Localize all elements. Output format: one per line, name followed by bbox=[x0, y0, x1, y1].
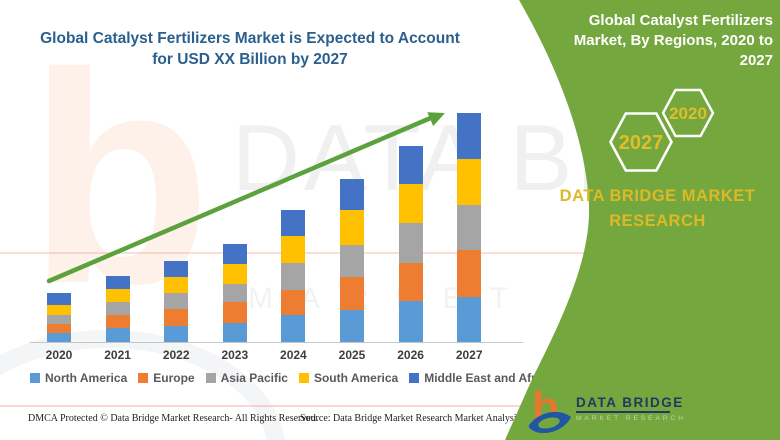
bar-segment-2023 bbox=[222, 284, 247, 302]
bar-segment-2022 bbox=[164, 326, 189, 342]
legend-swatch-icon bbox=[205, 373, 216, 383]
x-axis-label: 2024 bbox=[280, 348, 307, 362]
x-axis-label: 2023 bbox=[221, 348, 249, 362]
x-axis-label: 2026 bbox=[397, 348, 424, 362]
x-axis-label: 2020 bbox=[45, 348, 73, 362]
bar-segment-2026 bbox=[398, 301, 423, 342]
badge-year-2027: 2027 bbox=[619, 132, 664, 154]
legend-swatch-icon bbox=[409, 373, 420, 383]
bar-segment-2025 bbox=[340, 210, 364, 245]
logo-divider bbox=[576, 411, 670, 413]
bar-segment-2021 bbox=[105, 276, 130, 289]
x-axis-label: 2025 bbox=[338, 348, 366, 362]
bar-segment-2023 bbox=[222, 244, 247, 264]
legend-label: Europe bbox=[153, 371, 195, 385]
legend-item: Middle East and Africa bbox=[409, 371, 552, 385]
bar-segment-2021 bbox=[105, 289, 130, 302]
bar-segment-2026 bbox=[398, 223, 423, 263]
bar-segment-2021 bbox=[105, 328, 130, 342]
x-axis-line bbox=[30, 342, 523, 343]
legend-label: Asia Pacific bbox=[220, 371, 288, 385]
bar-segment-2026 bbox=[398, 184, 423, 223]
bar-segment-2024 bbox=[281, 263, 306, 290]
legend-swatch-icon bbox=[138, 373, 149, 383]
hexagon-2027-icon: 2027 bbox=[609, 112, 673, 172]
legend-item: Europe bbox=[138, 371, 195, 385]
legend-swatch-icon bbox=[298, 373, 309, 383]
bar-segment-2024 bbox=[281, 290, 306, 315]
bar-segment-2025 bbox=[340, 179, 364, 210]
bar-segment-2023 bbox=[222, 302, 247, 323]
x-axis-label: 2022 bbox=[162, 348, 190, 362]
legend-swatch-icon bbox=[30, 373, 40, 383]
chart-title-line2: for USD XX Billion by 2027 bbox=[152, 51, 348, 68]
bar-segment-2022 bbox=[164, 261, 189, 277]
bar-segment-2025 bbox=[340, 310, 364, 342]
chart-title-line1: Global Catalyst Fertilizers Market is Ex… bbox=[40, 30, 460, 47]
databridge-logo-text: DATA BRIDGE MARKET RESEARCH bbox=[576, 395, 686, 422]
bar-segment-2022 bbox=[164, 277, 189, 293]
bar-segment-2020 bbox=[47, 315, 71, 324]
bar-segment-2020 bbox=[47, 305, 71, 315]
bar-segment-2020 bbox=[47, 293, 71, 305]
bar-segment-2027 bbox=[457, 250, 482, 297]
bar-segment-2026 bbox=[398, 263, 423, 301]
bar-segment-2021 bbox=[105, 302, 130, 315]
side-panel-brand: DATA BRIDGE MARKET RESEARCH bbox=[559, 187, 756, 230]
legend-item: Asia Pacific bbox=[205, 371, 288, 385]
bar-segment-2022 bbox=[164, 293, 189, 309]
bar-segment-2024 bbox=[281, 236, 306, 263]
side-panel-title: Global Catalyst Fertilizers Market, By R… bbox=[573, 12, 773, 69]
legend-label: Middle East and Africa bbox=[424, 371, 553, 385]
footer-source-text: Source: Data Bridge Market Research Mark… bbox=[300, 413, 569, 424]
x-axis-label: 2027 bbox=[455, 348, 483, 362]
databridge-b-icon: b bbox=[528, 384, 571, 434]
bar-segment-2024 bbox=[281, 210, 306, 236]
chart-title: Global Catalyst Fertilizers Market is Ex… bbox=[20, 28, 480, 70]
legend-item: South America bbox=[298, 371, 399, 385]
bar-segment-2023 bbox=[222, 323, 247, 342]
bar-segment-2024 bbox=[281, 315, 306, 342]
bar-segment-2025 bbox=[340, 245, 364, 277]
legend-label: South America bbox=[313, 371, 399, 385]
bar-segment-2026 bbox=[398, 146, 423, 184]
bar-segment-2027 bbox=[457, 297, 482, 342]
logo-secondary-text: MARKET RESEARCH bbox=[576, 414, 686, 422]
bar-segment-2020 bbox=[47, 333, 71, 342]
footer-dmca-text: DMCA Protected © Data Bridge Market Rese… bbox=[28, 413, 319, 424]
logo-primary-text: DATA BRIDGE bbox=[576, 395, 684, 410]
legend: North America Europe Asia Pacific South Ame… bbox=[30, 371, 552, 385]
legend-label: North America bbox=[45, 371, 128, 385]
bar-segment-2027 bbox=[457, 205, 482, 250]
bar-segment-2027 bbox=[457, 159, 482, 205]
legend-item: North America bbox=[30, 371, 127, 385]
databridge-logo: b DATA BRIDGE MARKET RESEARCH bbox=[526, 384, 776, 438]
bar-segment-2020 bbox=[47, 324, 71, 333]
bar-segment-2022 bbox=[164, 309, 189, 326]
bar-segment-2023 bbox=[222, 264, 247, 284]
hexagon-2020-icon: 2020 bbox=[661, 88, 715, 138]
badge-year-2020: 2020 bbox=[669, 104, 707, 123]
bar-segment-2025 bbox=[340, 277, 364, 310]
x-axis-label: 2021 bbox=[104, 348, 131, 362]
bar-segment-2021 bbox=[105, 315, 130, 328]
bar-segment-2027 bbox=[457, 113, 482, 159]
